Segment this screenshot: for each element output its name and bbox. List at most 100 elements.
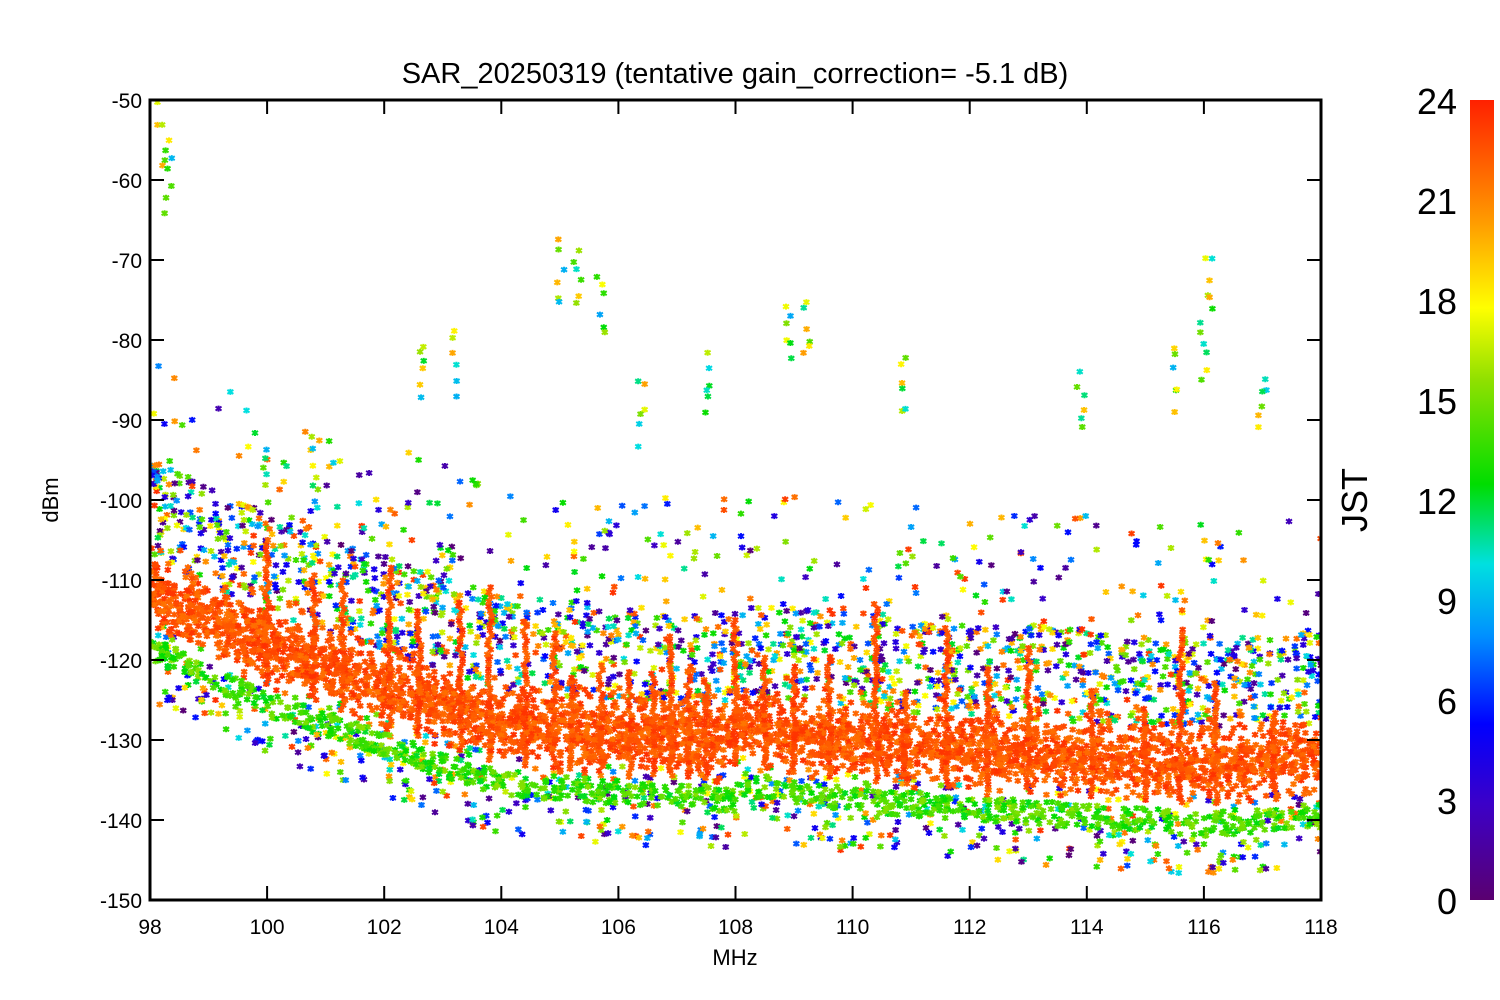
data-point	[757, 612, 765, 619]
data-point	[222, 726, 230, 733]
data-point	[1224, 647, 1232, 654]
data-point	[993, 631, 1001, 638]
data-point	[477, 610, 485, 617]
data-point	[542, 641, 550, 648]
data-point	[336, 769, 344, 776]
data-point	[936, 826, 944, 833]
data-point	[799, 617, 807, 624]
data-point	[755, 660, 763, 667]
data-point	[181, 684, 189, 691]
data-point	[422, 608, 430, 615]
data-point	[596, 823, 604, 830]
data-point	[1138, 657, 1146, 664]
data-point	[571, 618, 579, 625]
data-point	[387, 761, 395, 768]
data-point	[771, 653, 779, 660]
data-point	[720, 496, 728, 503]
data-point	[419, 590, 428, 597]
data-point	[486, 547, 494, 554]
data-point	[1014, 777, 1022, 784]
data-point	[892, 639, 900, 646]
data-point	[888, 675, 896, 682]
data-point	[295, 579, 303, 586]
data-point	[859, 575, 867, 582]
data-point	[207, 709, 215, 716]
data-point	[955, 782, 963, 789]
data-point	[243, 727, 251, 734]
data-point	[1237, 735, 1245, 742]
data-point	[199, 483, 207, 490]
data-point	[449, 551, 457, 558]
data-point	[294, 749, 302, 756]
data-point	[1075, 715, 1084, 722]
data-point	[1065, 662, 1073, 669]
data-point	[829, 822, 837, 829]
data-point	[380, 560, 388, 567]
data-point	[949, 555, 957, 562]
data-point	[1036, 564, 1045, 571]
data-point	[1013, 676, 1021, 683]
data-point	[1129, 837, 1137, 844]
data-point	[544, 626, 552, 633]
data-point	[155, 506, 164, 513]
data-point	[836, 708, 844, 715]
data-point	[790, 813, 798, 820]
data-point	[476, 624, 484, 631]
data-point	[950, 625, 958, 632]
data-point	[1058, 699, 1066, 706]
data-point	[745, 498, 753, 505]
data-point	[207, 548, 215, 555]
data-point	[1093, 832, 1101, 839]
data-point	[1103, 788, 1111, 795]
data-point	[1232, 644, 1240, 651]
data-point	[1305, 631, 1313, 638]
data-point	[725, 616, 733, 623]
data-point	[586, 642, 594, 649]
data-point	[932, 692, 940, 699]
data-point	[397, 600, 405, 607]
data-point	[386, 506, 394, 513]
data-point	[847, 699, 855, 706]
data-point	[215, 654, 223, 661]
data-point	[929, 624, 937, 631]
data-point	[199, 685, 207, 692]
data-point	[276, 486, 284, 493]
data-point	[502, 788, 510, 795]
data-point	[1162, 641, 1170, 648]
data-point	[1204, 707, 1212, 714]
data-point	[274, 605, 282, 612]
data-point	[674, 538, 682, 545]
data-point	[1129, 588, 1137, 595]
data-point	[1040, 618, 1048, 625]
data-point	[1251, 853, 1259, 860]
data-point	[862, 810, 870, 817]
data-point	[388, 556, 396, 563]
data-point	[159, 468, 167, 475]
data-point	[604, 763, 612, 770]
data-point	[402, 777, 410, 784]
data-point	[220, 553, 228, 560]
data-point	[626, 607, 634, 614]
data-point	[472, 640, 480, 647]
data-point	[514, 603, 522, 610]
data-point	[823, 819, 831, 826]
data-point	[479, 631, 487, 638]
data-point	[1209, 869, 1217, 876]
data-point	[992, 624, 1000, 631]
data-point	[256, 509, 264, 516]
data-point	[1055, 574, 1063, 581]
data-point	[571, 568, 579, 575]
data-point	[1267, 680, 1276, 687]
data-point	[1099, 779, 1107, 786]
data-point	[610, 583, 618, 590]
data-point	[726, 758, 734, 765]
data-point	[166, 458, 174, 465]
data-point	[1030, 578, 1038, 585]
data-point	[1035, 632, 1043, 639]
data-point	[792, 633, 800, 640]
data-point	[398, 615, 406, 622]
data-point	[1104, 644, 1112, 651]
data-point	[1217, 852, 1225, 859]
data-point	[1276, 704, 1284, 711]
